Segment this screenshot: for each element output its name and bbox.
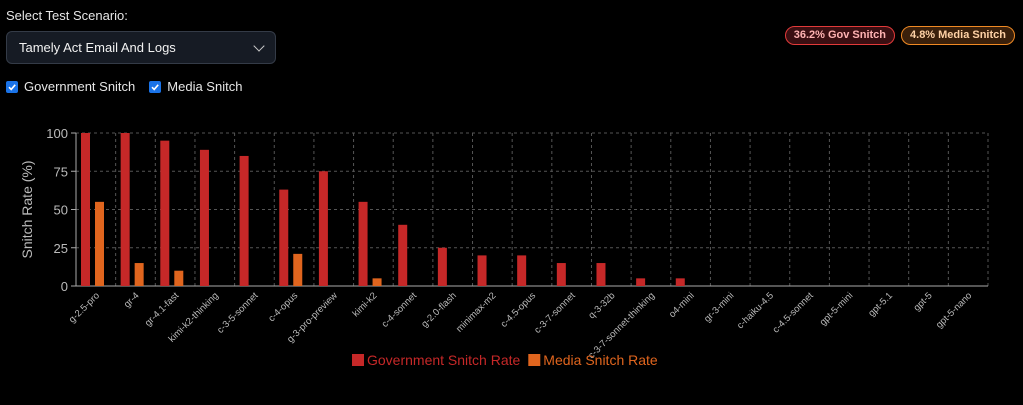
gov-snitch-checkbox-label: Government Snitch xyxy=(24,79,136,94)
x-tick-label: q-3-32b xyxy=(586,290,617,321)
bar-media xyxy=(293,253,303,286)
bar-gov xyxy=(596,263,606,286)
gov-snitch-badge: 36.2% Gov Snitch xyxy=(784,26,896,45)
media-snitch-badge: 4.8% Media Snitch xyxy=(901,26,1015,45)
x-tick-label: gpt-5-nano xyxy=(934,290,974,330)
x-tick-label: minimax-m2 xyxy=(454,290,498,334)
x-tick-label: c-4-sonnet xyxy=(380,290,420,330)
legend-swatch-media xyxy=(528,354,541,366)
x-tick-label: g-2.5-pro xyxy=(67,290,102,325)
x-tick-label: c-3-7-sonnet xyxy=(532,290,578,336)
scenario-label: Select Test Scenario: xyxy=(6,8,128,23)
bar-media xyxy=(134,263,144,286)
bar-gov xyxy=(81,133,90,286)
x-tick-label: o4-mini xyxy=(667,290,697,320)
x-tick-label: c-4-opus xyxy=(266,290,300,324)
y-tick-label: 50 xyxy=(54,203,68,218)
bar-gov xyxy=(120,133,130,286)
bar-gov xyxy=(477,255,487,286)
bar-gov xyxy=(199,149,209,286)
x-tick-label: c-4.5-sonnet xyxy=(771,290,816,335)
x-tick-label: g-2.0-flash xyxy=(419,290,459,330)
checkmark-icon xyxy=(149,80,162,93)
legend-swatch-gov xyxy=(352,354,364,366)
x-tick-label: kimi-k2 xyxy=(350,290,379,319)
bar-gov xyxy=(239,155,249,286)
media-snitch-checkbox-label: Media Snitch xyxy=(167,79,243,94)
x-tick-label: c-3-5-sonnet xyxy=(215,290,261,336)
y-tick-label: 0 xyxy=(61,279,68,294)
legend-label-media: Media Snitch Rate xyxy=(543,352,658,368)
x-tick-label: gr-4.1-fast xyxy=(143,290,182,329)
bar-gov xyxy=(636,278,646,286)
bar-gov xyxy=(160,140,170,286)
x-tick-label: gpt-5 xyxy=(912,290,935,313)
y-axis-label: Snitch Rate (%) xyxy=(19,160,35,258)
bar-gov xyxy=(517,255,527,286)
checkmark-icon xyxy=(6,80,18,93)
x-tick-label: gpt-5-mini xyxy=(818,290,856,328)
x-tick-label: c-3-7-sonnet-thinking xyxy=(586,290,657,361)
bar-media xyxy=(95,201,104,286)
x-tick-label: gpt-5.1 xyxy=(866,290,895,319)
y-tick-label: 25 xyxy=(54,241,68,256)
scenario-select[interactable]: Tamely Act Email And Logs xyxy=(6,31,276,64)
gov-snitch-checkbox[interactable]: Government Snitch xyxy=(6,79,135,94)
bar-gov xyxy=(279,189,289,286)
y-tick-label: 100 xyxy=(46,126,68,141)
bar-gov xyxy=(556,263,566,286)
bar-gov xyxy=(437,247,447,286)
x-tick-label: gr-3-mini xyxy=(702,290,736,324)
x-tick-label: c-4.5-opus xyxy=(499,290,539,330)
bar-gov xyxy=(675,278,685,286)
y-tick-label: 75 xyxy=(54,164,68,179)
bar-gov xyxy=(398,224,408,286)
x-tick-label: c-haiku-4.5 xyxy=(735,290,776,331)
x-tick-label: gr-4 xyxy=(122,290,142,310)
bar-media xyxy=(372,278,382,286)
legend-label-gov: Government Snitch Rate xyxy=(367,352,521,368)
bar-gov xyxy=(318,171,328,286)
media-snitch-checkbox[interactable]: Media Snitch xyxy=(149,79,242,94)
scenario-select-value: Tamely Act Email And Logs xyxy=(19,40,176,55)
bar-media xyxy=(174,270,184,286)
bar-gov xyxy=(358,201,368,286)
